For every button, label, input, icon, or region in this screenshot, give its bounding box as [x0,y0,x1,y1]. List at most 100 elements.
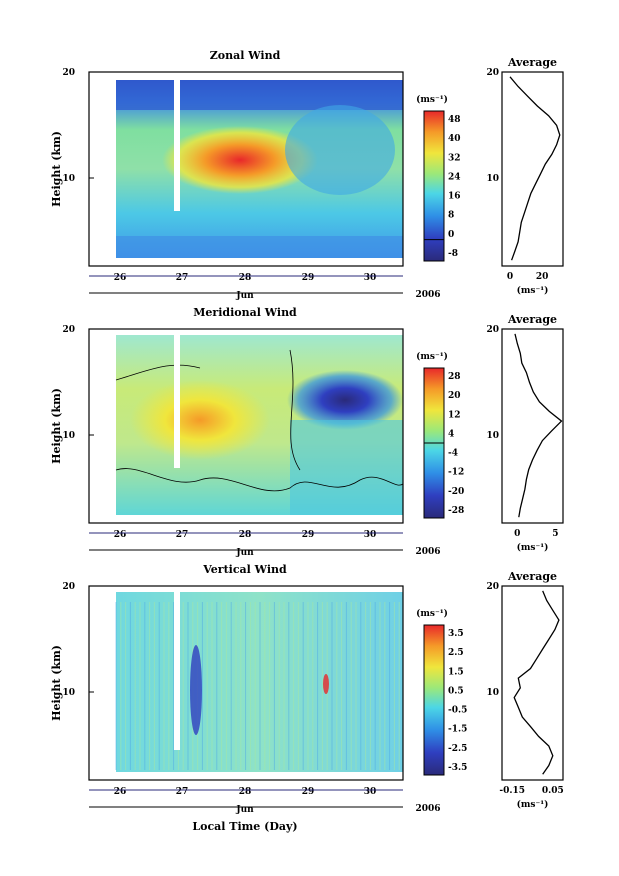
y-axis-label: Height (km) [50,645,63,721]
average-x-label: (ms⁻¹) [517,285,549,296]
average-title: Average [507,56,557,69]
panel-title: Zonal Wind [210,49,281,62]
year-label: 2006 [415,290,440,300]
colorbar-tick-label: 24 [448,172,461,182]
average-frame [501,585,564,781]
colorbar-tick-label: 0.5 [448,686,464,696]
average-title: Average [507,570,557,583]
x-tick-label: 27 [176,530,189,540]
average-frame [501,328,564,524]
data-gap [174,329,180,468]
colorbar-tick-label: 16 [448,192,461,202]
x-tick-label: 27 [176,273,189,283]
average-y-tick-label: 10 [486,431,499,441]
x-tick-label: 26 [114,273,127,283]
x-tick-label: 29 [302,530,315,540]
x-tick-label: 26 [114,530,127,540]
colorbar-tick-label: 32 [448,153,461,163]
x-tick-label: 28 [239,530,252,540]
colorbar-tick-label: -20 [448,487,464,497]
plot-frame [88,328,404,524]
colorbar-tick-label: -2.5 [448,744,467,754]
heatmap-downdraft [190,645,202,735]
x-tick-label: 30 [364,787,377,797]
x-tick-label: 27 [176,787,189,797]
month-label: Jun [235,805,254,815]
average-y-tick-label: 20 [486,325,499,335]
average-x-label: (ms⁻¹) [517,542,549,553]
colorbar-tick-label: 40 [448,134,461,144]
heatmap-lower-right [290,420,403,515]
x-tick-label: 28 [239,787,252,797]
heatmap-jet-core [162,126,318,194]
y-axis-label: Height (km) [50,388,63,464]
heatmap-updraft [323,674,329,694]
y-axis-label: Height (km) [50,131,63,207]
average-x-tick-label: 0 [514,529,520,539]
average-profile-line [509,76,561,261]
month-label: Jun [235,291,254,301]
colorbar-tick-label: 4 [448,429,454,439]
average-x-tick-label: -0.15 [499,786,525,796]
average-x-tick-label: 0 [507,272,513,282]
month-label: Jun [235,548,254,558]
heatmap-zero-contour [115,349,404,492]
average-x-tick-label: 0.05 [542,786,564,796]
plot-frame [88,71,404,267]
data-gap [174,586,180,750]
colorbar-tick-label: -3.5 [448,763,467,773]
average-frame [501,71,564,267]
colorbar-tick-label: 48 [448,115,461,125]
year-label: 2006 [415,547,440,557]
x-tick-label: 28 [239,273,252,283]
colorbar-tick-label: 12 [448,410,461,420]
colorbar-tick-label: 8 [448,211,454,221]
average-x-label: (ms⁻¹) [517,799,549,810]
heatmap-band-upper [116,80,403,110]
colorbar-tick-label: -12 [448,468,464,478]
average-profile-line [513,590,560,775]
colorbar-tick-label: 1.5 [448,667,464,677]
colorbar-unit: (ms⁻¹) [416,608,448,619]
colorbar-tick-label: -0.5 [448,706,467,716]
average-profile-line [514,333,563,518]
average-y-tick-label: 20 [486,68,499,78]
x-tick-label: 30 [364,273,377,283]
y-tick-label: 10 [62,174,75,184]
panel-title: Vertical Wind [202,563,287,576]
colorbar-tick-label: -1.5 [448,725,467,735]
colorbar-tick-label: -4 [448,449,458,459]
colorbar [423,110,445,262]
y-tick-label: 20 [62,582,75,592]
y-tick-label: 10 [62,688,75,698]
average-x-tick-label: 5 [552,529,558,539]
x-tick-label: 29 [302,273,315,283]
average-y-tick-label: 10 [486,174,499,184]
colorbar-tick-label: -28 [448,506,464,516]
colorbar-unit: (ms⁻¹) [416,94,448,105]
heatmap-south-core [130,380,270,460]
average-y-tick-label: 20 [486,582,499,592]
colorbar [423,624,445,776]
colorbar-tick-label: 2.5 [448,648,464,658]
colorbar-tick-label: 20 [448,391,461,401]
x-tick-label: 26 [114,787,127,797]
x-axis-label: Local Time (Day) [192,820,297,833]
heatmap-blue-region [285,105,395,195]
colorbar-tick-label: 3.5 [448,629,464,639]
data-gap [174,72,180,211]
colorbar-tick-label: 0 [448,230,454,240]
year-label: 2006 [415,804,440,814]
plot-frame [88,585,404,781]
y-tick-label: 10 [62,431,75,441]
colorbar-tick-label: 28 [448,372,461,382]
y-tick-label: 20 [62,68,75,78]
heatmap-north-core [287,370,403,430]
average-y-tick-label: 10 [486,688,499,698]
panel-title: Meridional Wind [193,306,297,319]
average-title: Average [507,313,557,326]
